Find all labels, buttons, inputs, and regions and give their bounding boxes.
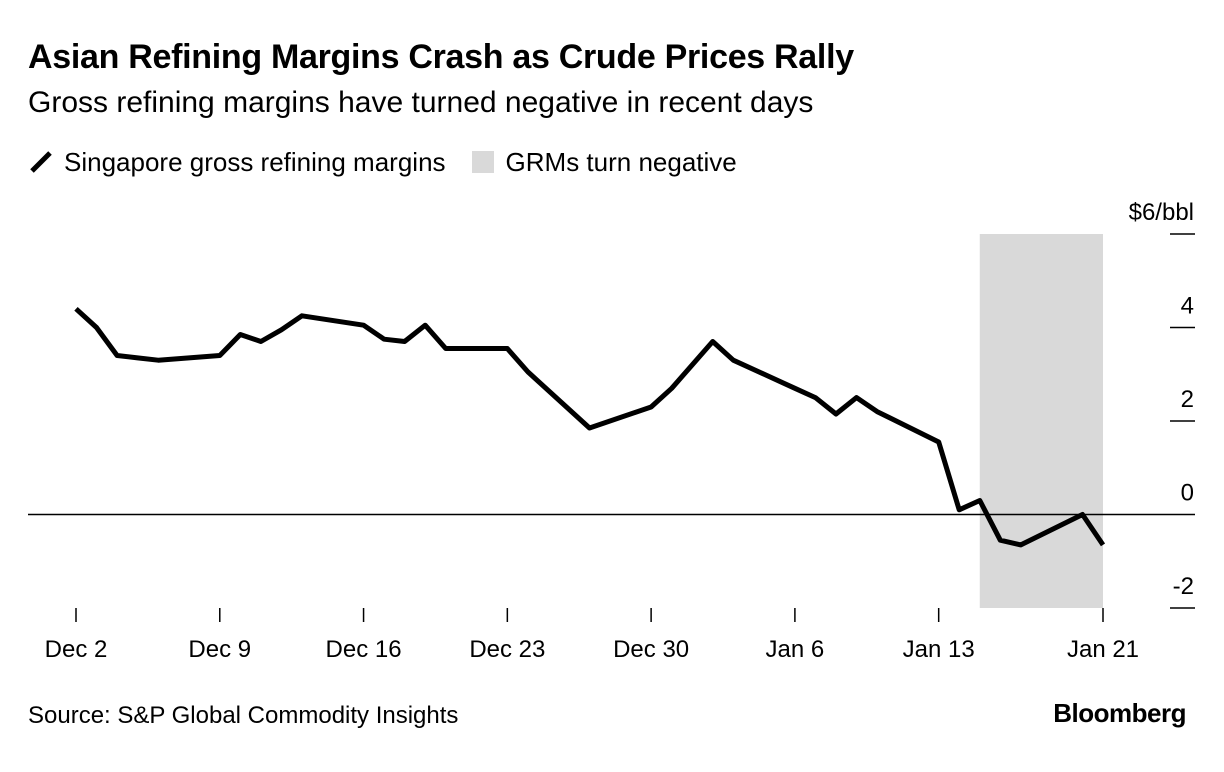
x-tick-label: Dec 9 bbox=[188, 636, 251, 663]
legend-shade-label: GRMs turn negative bbox=[505, 146, 737, 177]
legend-shade-swatch bbox=[471, 151, 494, 173]
series-line-singapore-grm bbox=[74, 306, 1106, 548]
legend-series-label: Singapore gross refining margins bbox=[64, 146, 446, 177]
x-tick-label: Jan 6 bbox=[766, 636, 825, 663]
x-tick-label: Dec 2 bbox=[45, 636, 108, 663]
chart-title: Asian Refining Margins Crash as Crude Pr… bbox=[28, 38, 854, 76]
y-tick-label: $6/bbl bbox=[1129, 199, 1194, 226]
x-tick-label: Jan 21 bbox=[1067, 636, 1139, 663]
x-tick-label: Jan 13 bbox=[903, 636, 975, 663]
chart-subtitle: Gross refining margins have turned negat… bbox=[28, 86, 814, 119]
bloomberg-logo: Bloomberg bbox=[1053, 698, 1186, 728]
y-tick-label: 0 bbox=[1181, 480, 1194, 507]
y-tick-label: 4 bbox=[1181, 293, 1194, 320]
x-tick-label: Dec 16 bbox=[326, 636, 402, 663]
shaded-region-negative bbox=[979, 234, 1103, 608]
source-note: Source: S&P Global Commodity Insights bbox=[28, 702, 459, 729]
x-tick-label: Dec 30 bbox=[613, 636, 689, 663]
y-tick-label: 2 bbox=[1181, 386, 1194, 413]
legend-item-shade: GRMs turn negative bbox=[471, 146, 737, 178]
legend-line-icon bbox=[30, 151, 52, 173]
y-tick-label: -2 bbox=[1173, 573, 1194, 600]
chart-legend: Singapore gross refining margins GRMs tu… bbox=[28, 146, 763, 178]
legend-item-series: Singapore gross refining margins bbox=[28, 147, 446, 178]
x-tick-label: Dec 23 bbox=[469, 636, 545, 663]
